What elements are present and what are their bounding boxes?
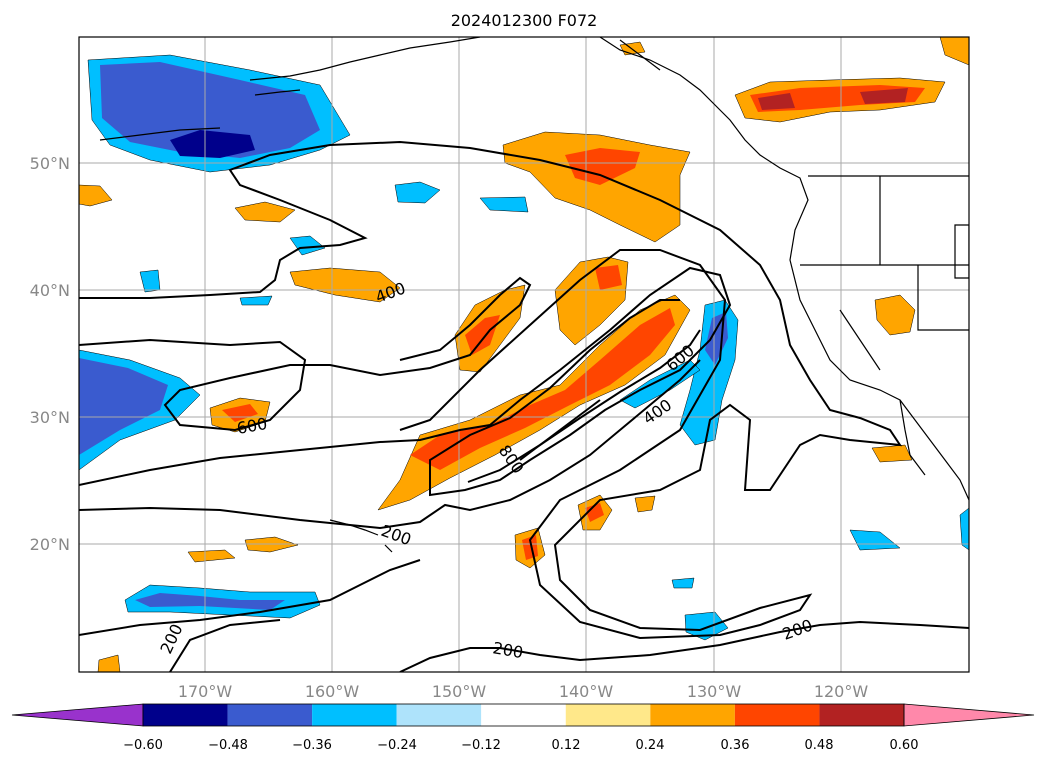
contour-line <box>79 559 421 636</box>
colorbar-tick-label: −0.12 <box>461 738 501 753</box>
negative-anomaly-blob <box>849 529 901 551</box>
negative-anomaly-blob <box>79 358 168 455</box>
contour-line <box>519 399 601 461</box>
negative-anomaly-blob <box>619 359 701 409</box>
contour-line <box>399 620 969 672</box>
filled-anomaly-regions <box>79 37 969 672</box>
positive-anomaly-blob <box>634 495 656 513</box>
lon-label: 140°W <box>559 682 614 701</box>
colorbar-segment <box>312 704 397 726</box>
contour-lines <box>79 140 969 672</box>
negative-anomaly-blob <box>100 62 320 158</box>
colorbar-extend-high <box>903 703 1035 727</box>
map-title: 2024012300 F072 <box>451 11 598 30</box>
colorbar-segment <box>143 704 228 726</box>
lon-label: 130°W <box>687 682 742 701</box>
contour-line <box>79 140 903 640</box>
colorbar-tick-label: −0.24 <box>377 738 417 753</box>
positive-anomaly-blob <box>871 444 913 463</box>
coastlines <box>99 37 969 553</box>
colorbar-tick-label: −0.36 <box>292 738 332 753</box>
colorbar-segment <box>650 704 735 726</box>
longitude-labels: 170°W 160°W 150°W 140°W 130°W 120°W <box>178 682 869 701</box>
colorbar-tick-label: 0.48 <box>805 738 834 753</box>
positive-anomaly-blob <box>585 503 604 522</box>
lat-label: 40°N <box>30 281 70 300</box>
map-frame <box>78 36 970 673</box>
latitude-labels: 50°N 40°N 30°N 20°N <box>30 154 70 554</box>
contour-line <box>169 619 281 672</box>
positive-anomaly-blob <box>465 315 500 355</box>
negative-anomaly-blob <box>170 130 255 158</box>
colorbar-tick-label: −0.48 <box>208 738 248 753</box>
negative-anomaly-blob <box>239 295 273 306</box>
contour-line <box>79 276 532 432</box>
positive-anomaly-blob <box>758 93 795 110</box>
lat-label: 20°N <box>30 535 70 554</box>
lon-label: 160°W <box>305 682 360 701</box>
colorbar-tick-label: 0.36 <box>721 738 750 753</box>
contour-line <box>467 329 701 483</box>
negative-anomaly-blob <box>959 507 969 551</box>
colorbar-segment <box>227 704 313 726</box>
positive-anomaly-blob <box>97 654 121 672</box>
negative-anomaly-blob <box>479 196 529 213</box>
positive-anomaly-blob <box>874 294 916 336</box>
colorbar-extend-low <box>11 703 144 727</box>
lon-label: 170°W <box>178 682 233 701</box>
positive-anomaly-blob <box>860 88 908 104</box>
colorbar-ticks: −0.60 −0.48 −0.36 −0.24 −0.12 0.12 0.24 … <box>123 738 918 753</box>
colorbar-segment <box>734 704 820 726</box>
contour-line <box>79 359 701 530</box>
positive-anomaly-blob <box>502 131 691 243</box>
lat-label: 50°N <box>30 154 70 173</box>
colorbar-tick-label: 0.60 <box>890 738 919 753</box>
lon-label: 120°W <box>814 682 869 701</box>
positive-anomaly-blob <box>234 201 296 223</box>
colorbar-segment <box>565 704 651 726</box>
colorbar-outline <box>142 703 905 727</box>
positive-anomaly-blob <box>595 265 622 290</box>
colorbar-tick-label: −0.60 <box>123 738 163 753</box>
positive-anomaly-blob <box>289 267 401 303</box>
colorbar-segment <box>481 704 566 726</box>
colorbar-tick-label: 0.24 <box>636 738 665 753</box>
negative-anomaly-blob <box>135 593 285 610</box>
colorbar <box>11 703 1035 727</box>
contour-line <box>79 266 732 497</box>
positive-anomaly-blob <box>410 308 675 470</box>
colorbar-segment <box>396 704 482 726</box>
negative-anomaly-blob <box>671 577 695 589</box>
colorbar-tick-label: 0.12 <box>552 738 581 753</box>
positive-anomaly-blob <box>565 148 640 185</box>
lon-label: 150°W <box>432 682 487 701</box>
negative-anomaly-blob <box>394 181 441 204</box>
map-panel: 400 600 600 400 800 200 200 200 200 <box>79 37 969 672</box>
positive-anomaly-blob <box>79 184 113 207</box>
colorbar-segment <box>819 704 904 726</box>
positive-anomaly-blob <box>939 37 969 66</box>
lat-label: 30°N <box>30 408 70 427</box>
positive-anomaly-blob <box>187 549 236 563</box>
